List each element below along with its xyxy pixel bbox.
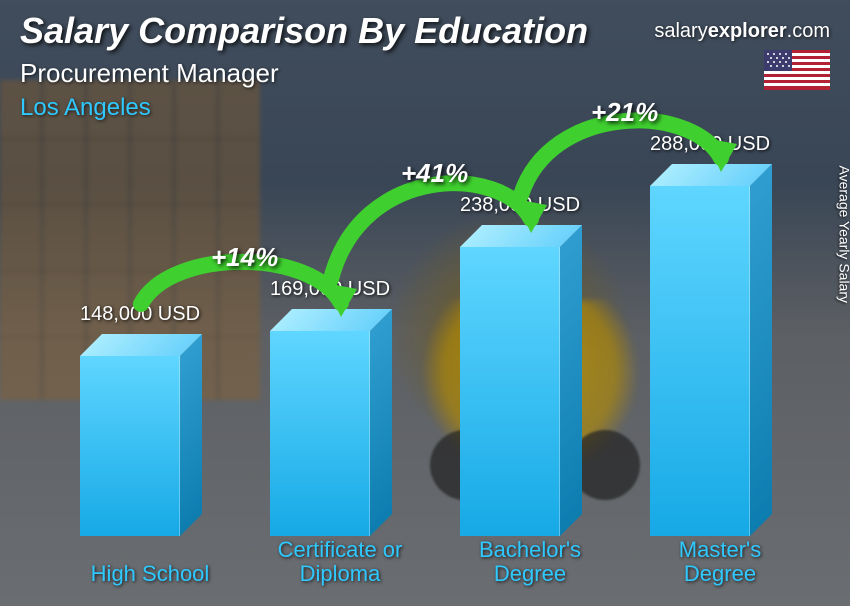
bar-category-label: Certificate orDiploma — [250, 538, 430, 586]
y-axis-label: Average Yearly Salary — [836, 166, 850, 304]
increase-percent-label: +14% — [211, 242, 278, 273]
bar-front — [650, 186, 750, 536]
bar-side — [560, 225, 582, 536]
bar-front — [80, 356, 180, 536]
site-brand-bold: explorer — [708, 20, 787, 42]
bar-slot: 148,000 USDHigh School — [80, 356, 220, 536]
page-title: Salary Comparison By Education — [20, 10, 588, 52]
increase-percent-label: +21% — [591, 97, 658, 128]
location-label: Los Angeles — [20, 94, 151, 122]
bar-side — [750, 164, 772, 536]
site-brand-plain: salary — [654, 20, 707, 42]
job-title: Procurement Manager — [20, 58, 279, 89]
flag-icon — [764, 50, 830, 90]
bar-category-label: High School — [60, 562, 240, 586]
bar-front — [460, 247, 560, 536]
increase-percent-label: +41% — [401, 158, 468, 189]
bar-value-label: 238,000 USD — [420, 194, 620, 217]
salary-bar-chart: 148,000 USDHigh School169,000 USDCertifi… — [40, 120, 790, 586]
bar-slot: 238,000 USDBachelor'sDegree — [460, 247, 600, 536]
bar-value-label: 169,000 USD — [230, 278, 430, 301]
bar-side — [370, 309, 392, 536]
bar-category-label: Bachelor'sDegree — [440, 538, 620, 586]
bar-slot: 288,000 USDMaster'sDegree — [650, 186, 790, 536]
bar-value-label: 148,000 USD — [40, 303, 240, 326]
site-brand: salaryexplorer.com — [654, 20, 830, 43]
bar-front — [270, 331, 370, 536]
bar-value-label: 288,000 USD — [610, 133, 810, 156]
bar-side — [180, 334, 202, 536]
bar-slot: 169,000 USDCertificate orDiploma — [270, 331, 410, 536]
bar-category-label: Master'sDegree — [630, 538, 810, 586]
infographic-stage: Salary Comparison By Education Procureme… — [0, 0, 850, 606]
site-brand-suffix: .com — [787, 20, 830, 42]
